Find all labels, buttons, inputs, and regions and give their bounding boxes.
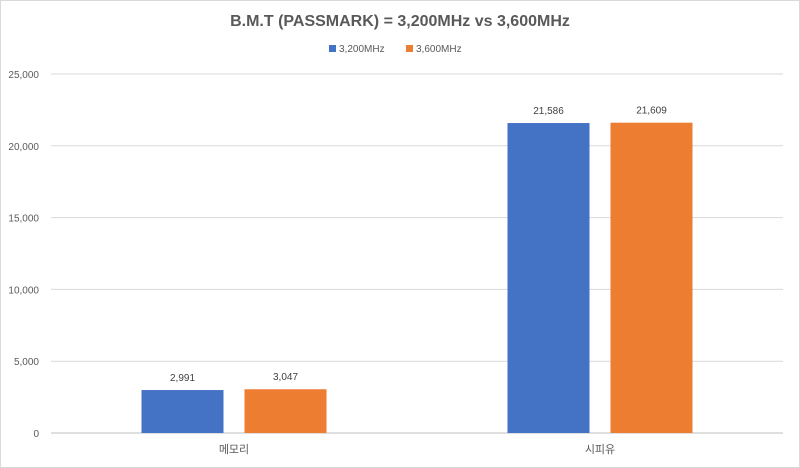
data-label: 2,991	[170, 373, 195, 384]
bar-2-1	[244, 389, 327, 433]
y-tick-label: 20,000	[8, 142, 39, 153]
legend-swatch-2	[406, 45, 413, 52]
data-labels: 2,991 3,047 21,586 21,609	[170, 106, 667, 384]
bar-1-1	[141, 390, 224, 433]
y-tick-label: 5,000	[14, 357, 39, 368]
chart-title: B.M.T (PASSMARK) = 3,200MHz vs 3,600MHz	[230, 13, 570, 30]
y-tick-label: 10,000	[8, 285, 39, 296]
x-axis: 메모리 시피유	[219, 443, 615, 456]
bars	[141, 122, 693, 434]
legend-label-1: 3,200MHz	[339, 44, 385, 55]
bar-1-2	[507, 123, 590, 434]
data-label: 21,586	[533, 106, 564, 117]
x-category-label: 메모리	[219, 443, 249, 456]
x-category-label: 시피유	[585, 443, 615, 456]
data-label: 3,047	[273, 372, 298, 383]
y-axis: 0 5,000 10,000 15,000 20,000 25,000	[8, 70, 39, 440]
y-tick-label: 0	[33, 429, 39, 440]
y-tick-label: 25,000	[8, 70, 39, 81]
legend-label-2: 3,600MHz	[416, 44, 462, 55]
legend: 3,200MHz 3,600MHz	[329, 44, 462, 55]
data-label: 21,609	[636, 106, 667, 117]
bar-2-2	[610, 122, 693, 433]
y-tick-label: 15,000	[8, 214, 39, 225]
legend-swatch-1	[329, 45, 336, 52]
